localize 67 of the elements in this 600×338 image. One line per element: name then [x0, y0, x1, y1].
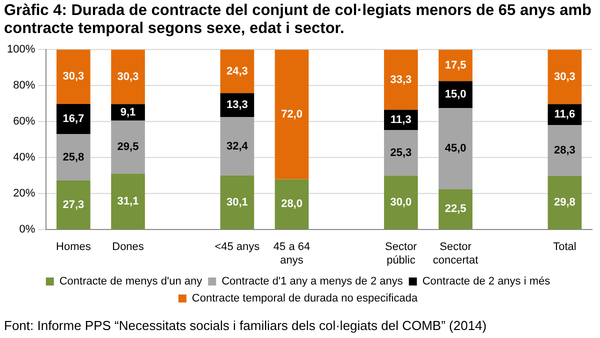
- x-tick-label: Sector concertat: [432, 241, 478, 266]
- bar: [438, 81, 472, 108]
- data-label: 17,5: [444, 59, 466, 72]
- data-label: 27,3: [62, 198, 84, 211]
- bar: [111, 50, 145, 104]
- bar: [111, 120, 145, 174]
- data-label: 25,3: [390, 146, 412, 159]
- bar: [384, 130, 418, 176]
- data-label: 25,8: [62, 151, 84, 164]
- data-label: 15,0: [444, 88, 466, 101]
- x-tick-label: Homes: [56, 241, 92, 254]
- data-label: 33,3: [390, 74, 412, 86]
- y-tick-label: 0%: [19, 224, 36, 236]
- bar: [274, 179, 309, 230]
- legend-label: Contracte de menys d'un any: [59, 276, 203, 288]
- data-label: 32,4: [226, 140, 249, 152]
- legend-label: Contracte d'1 any a menys de 2 anys: [222, 276, 404, 288]
- bar: [548, 125, 582, 176]
- bar: [438, 50, 472, 82]
- bar: [220, 175, 254, 230]
- data-label: 29,8: [554, 196, 576, 209]
- data-label: 29,5: [117, 141, 139, 154]
- bar: [220, 117, 254, 176]
- bar: [56, 50, 90, 104]
- data-label: 28,3: [554, 144, 576, 157]
- bar: [384, 176, 418, 230]
- data-label: 9,1: [120, 106, 136, 118]
- data-label: 30,3: [554, 70, 576, 83]
- y-tick-label: 100%: [6, 44, 36, 56]
- data-label: 11,6: [554, 108, 576, 121]
- data-label: 30,3: [117, 70, 139, 83]
- legend-label: Contracte de 2 anys i més: [422, 276, 551, 288]
- data-label: 28,0: [281, 198, 302, 210]
- y-tick-label: 80%: [13, 80, 36, 92]
- data-label: 72,0: [281, 108, 302, 120]
- data-label: 45,0: [444, 142, 466, 155]
- x-tick-label: Total: [553, 241, 576, 254]
- chart-title: Gràfic 4: Durada de contracte del conjunt de col·legiats menors de 65 anys amb contracte temporal segons sexe, edat i sector.: [4, 2, 592, 38]
- bar: [56, 104, 90, 134]
- data-label: 24,3: [226, 65, 248, 78]
- bar: [220, 50, 254, 94]
- x-tick-label: Sector públic: [385, 241, 418, 266]
- bar: [548, 176, 582, 230]
- bar: [438, 189, 472, 230]
- bar: [548, 50, 582, 104]
- x-tick-label: Dones: [112, 241, 144, 254]
- data-label: 16,7: [62, 113, 84, 126]
- legend-label: Contracte temporal de durada no especificada: [192, 292, 418, 305]
- bar: [111, 174, 145, 230]
- data-label: 31,1: [117, 195, 139, 208]
- y-tick-label: 60%: [13, 116, 36, 128]
- bar: [56, 134, 90, 180]
- data-label: 30,3: [62, 70, 84, 83]
- bar: [384, 50, 418, 110]
- data-label: 22,5: [444, 203, 466, 216]
- y-tick-label: 20%: [13, 188, 36, 200]
- x-tick-label: 45 a 64 anys: [273, 241, 310, 266]
- bar: [438, 108, 472, 190]
- data-label: 13,3: [226, 99, 248, 112]
- data-label: 30,1: [226, 196, 248, 208]
- data-label: 30,0: [390, 196, 412, 208]
- bar: [56, 180, 90, 230]
- data-label: 11,3: [390, 114, 412, 126]
- bar: [274, 50, 309, 180]
- text: Font: Informe PPS “Necessitats socials i familiars dels col·legiats del COMB” (2014): [4, 318, 487, 333]
- x-tick-label: <45 anys: [214, 241, 260, 254]
- y-tick-label: 40%: [13, 152, 36, 164]
